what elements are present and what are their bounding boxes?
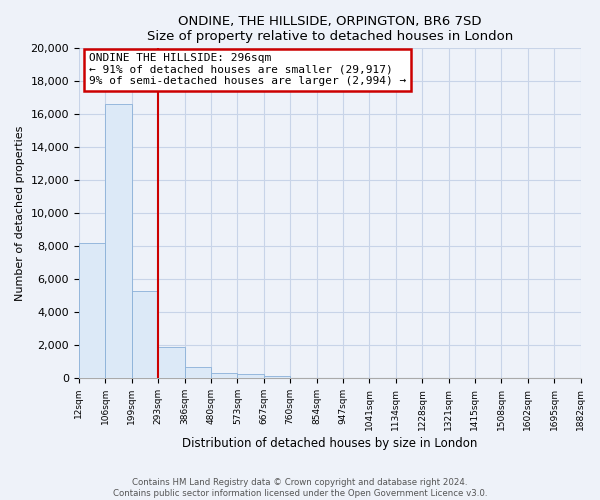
Bar — [185, 366, 211, 378]
Bar — [238, 374, 264, 378]
Bar — [211, 374, 238, 378]
Y-axis label: Number of detached properties: Number of detached properties — [15, 126, 25, 301]
X-axis label: Distribution of detached houses by size in London: Distribution of detached houses by size … — [182, 437, 478, 450]
Bar — [79, 243, 106, 378]
Bar — [158, 347, 185, 378]
Text: Contains HM Land Registry data © Crown copyright and database right 2024.
Contai: Contains HM Land Registry data © Crown c… — [113, 478, 487, 498]
Bar — [264, 376, 290, 378]
Bar — [106, 104, 132, 378]
Text: ONDINE THE HILLSIDE: 296sqm
← 91% of detached houses are smaller (29,917)
9% of : ONDINE THE HILLSIDE: 296sqm ← 91% of det… — [89, 54, 406, 86]
Bar — [132, 291, 158, 378]
Title: ONDINE, THE HILLSIDE, ORPINGTON, BR6 7SD
Size of property relative to detached h: ONDINE, THE HILLSIDE, ORPINGTON, BR6 7SD… — [146, 15, 513, 43]
